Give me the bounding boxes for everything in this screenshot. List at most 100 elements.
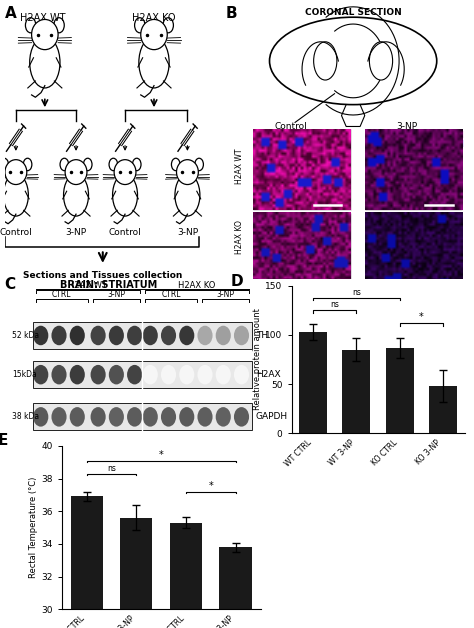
Ellipse shape <box>112 174 137 216</box>
Text: ns: ns <box>330 300 339 310</box>
Text: H2AX WT: H2AX WT <box>235 148 244 184</box>
Ellipse shape <box>32 19 58 50</box>
Text: H2AX KO: H2AX KO <box>235 220 244 254</box>
Text: 52 kDa: 52 kDa <box>12 331 39 340</box>
Text: Control: Control <box>0 227 32 237</box>
Text: 3-NP: 3-NP <box>177 227 198 237</box>
FancyBboxPatch shape <box>33 361 252 388</box>
Ellipse shape <box>234 407 249 426</box>
Ellipse shape <box>143 365 158 384</box>
Text: E: E <box>0 433 8 448</box>
Ellipse shape <box>139 37 169 88</box>
Text: 3-NP: 3-NP <box>217 290 235 298</box>
Ellipse shape <box>314 42 337 80</box>
Ellipse shape <box>234 326 249 345</box>
Bar <box>342 350 371 433</box>
Ellipse shape <box>54 18 64 33</box>
Text: *: * <box>209 481 213 491</box>
Text: Control: Control <box>274 122 307 131</box>
Text: CTRL: CTRL <box>52 290 72 298</box>
Ellipse shape <box>33 365 48 384</box>
Ellipse shape <box>114 160 136 185</box>
Ellipse shape <box>33 407 48 426</box>
Ellipse shape <box>198 365 212 384</box>
Text: *: * <box>159 450 164 460</box>
Ellipse shape <box>30 37 60 88</box>
Bar <box>170 522 202 628</box>
Text: 3-NP: 3-NP <box>108 290 125 298</box>
Bar <box>428 386 456 433</box>
Ellipse shape <box>234 365 249 384</box>
Ellipse shape <box>70 326 85 345</box>
FancyBboxPatch shape <box>33 403 252 430</box>
Ellipse shape <box>135 18 145 33</box>
Ellipse shape <box>91 326 106 345</box>
Bar <box>300 332 328 433</box>
Ellipse shape <box>109 407 124 426</box>
Ellipse shape <box>52 407 66 426</box>
Text: TH: TH <box>453 131 465 139</box>
Text: H2AX: H2AX <box>256 370 281 379</box>
Text: H2AX KO: H2AX KO <box>179 281 216 290</box>
FancyBboxPatch shape <box>253 129 351 210</box>
Ellipse shape <box>176 160 198 185</box>
Text: GAPDH: GAPDH <box>256 413 288 421</box>
Ellipse shape <box>127 407 142 426</box>
Text: CORONAL SECTION: CORONAL SECTION <box>305 8 401 17</box>
Text: H2AX KO: H2AX KO <box>132 13 176 23</box>
Ellipse shape <box>0 158 9 171</box>
Ellipse shape <box>109 326 124 345</box>
Ellipse shape <box>175 174 200 216</box>
Text: B: B <box>226 6 237 21</box>
Text: 38 kDa: 38 kDa <box>12 413 39 421</box>
Ellipse shape <box>132 158 141 171</box>
Ellipse shape <box>161 365 176 384</box>
Ellipse shape <box>91 365 106 384</box>
Ellipse shape <box>3 174 28 216</box>
Ellipse shape <box>198 326 212 345</box>
Ellipse shape <box>161 326 176 345</box>
Ellipse shape <box>70 407 85 426</box>
Text: 3-NP: 3-NP <box>396 122 417 131</box>
Ellipse shape <box>163 18 173 33</box>
Ellipse shape <box>5 160 27 185</box>
Ellipse shape <box>33 326 48 345</box>
FancyBboxPatch shape <box>253 212 351 290</box>
Ellipse shape <box>141 19 167 50</box>
Ellipse shape <box>179 365 194 384</box>
Ellipse shape <box>60 158 69 171</box>
Ellipse shape <box>198 407 212 426</box>
Ellipse shape <box>109 158 118 171</box>
Ellipse shape <box>179 326 194 345</box>
Text: 3-NP: 3-NP <box>65 227 87 237</box>
Ellipse shape <box>216 326 231 345</box>
Ellipse shape <box>216 365 231 384</box>
Ellipse shape <box>109 365 124 384</box>
Text: BRAIN: STRIATUM: BRAIN: STRIATUM <box>60 279 157 290</box>
Ellipse shape <box>172 158 180 171</box>
Text: *: * <box>419 312 423 322</box>
Ellipse shape <box>64 174 89 216</box>
Text: A: A <box>5 6 17 21</box>
Ellipse shape <box>161 407 176 426</box>
Bar <box>385 348 413 433</box>
Ellipse shape <box>179 407 194 426</box>
Bar <box>219 547 252 628</box>
Y-axis label: Relative protein amount: Relative protein amount <box>254 308 263 411</box>
FancyBboxPatch shape <box>365 212 462 290</box>
Text: H2AX WT: H2AX WT <box>20 13 65 23</box>
Text: DAPI: DAPI <box>444 140 465 149</box>
Bar <box>71 497 103 628</box>
FancyBboxPatch shape <box>33 322 252 349</box>
Ellipse shape <box>143 407 158 426</box>
Bar <box>120 517 153 628</box>
Text: H2AX WT: H2AX WT <box>68 281 107 290</box>
Ellipse shape <box>143 326 158 345</box>
Text: D: D <box>231 274 244 289</box>
Ellipse shape <box>65 160 87 185</box>
Ellipse shape <box>70 365 85 384</box>
Ellipse shape <box>270 17 437 105</box>
Ellipse shape <box>52 365 66 384</box>
Text: TH: TH <box>256 331 268 340</box>
Ellipse shape <box>369 42 392 80</box>
